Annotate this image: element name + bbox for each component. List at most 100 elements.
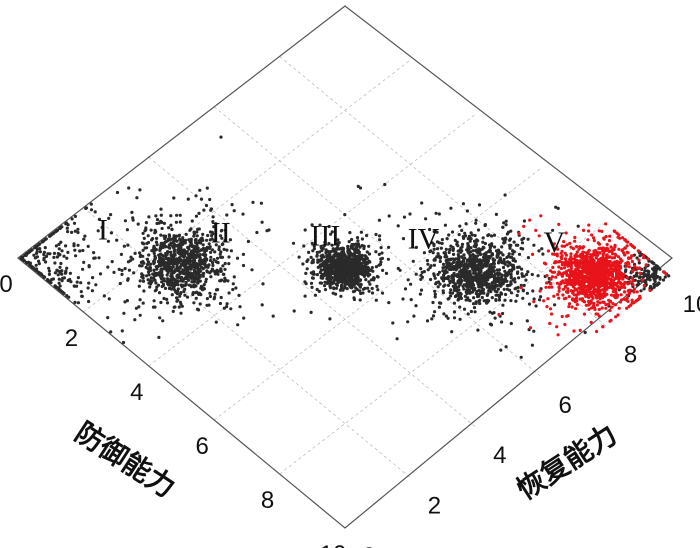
data-point [503, 193, 507, 197]
data-point [332, 287, 336, 291]
data-point [557, 289, 561, 293]
data-point [193, 259, 197, 263]
data-point [471, 249, 475, 253]
data-point [582, 299, 586, 303]
data-point [419, 273, 423, 277]
data-point [208, 294, 212, 299]
data-point [566, 290, 570, 294]
data-point [152, 244, 156, 248]
data-point [463, 256, 467, 260]
data-point [375, 274, 379, 279]
data-point [169, 223, 173, 227]
data-point [158, 248, 162, 252]
data-point [357, 255, 361, 259]
data-point [620, 275, 624, 279]
data-point [516, 289, 520, 293]
data-point [598, 282, 602, 286]
data-point [76, 243, 80, 247]
data-point [506, 264, 510, 268]
data-point [568, 241, 572, 245]
data-point [209, 275, 213, 279]
data-point [609, 318, 613, 322]
data-point [490, 244, 494, 248]
data-point [524, 278, 528, 282]
data-point [578, 265, 583, 269]
data-point [458, 280, 462, 284]
data-point [472, 296, 476, 300]
data-point [309, 281, 314, 285]
grid-line-recovery-6 [213, 106, 542, 378]
data-point [231, 287, 235, 292]
data-point [340, 277, 344, 281]
data-point [630, 259, 635, 264]
data-point [467, 234, 471, 238]
grid-line-defense-6 [213, 167, 542, 421]
data-point [566, 264, 570, 268]
data-point [588, 275, 592, 279]
data-point [526, 256, 531, 260]
data-point [42, 258, 46, 262]
data-point [336, 259, 340, 263]
data-point [625, 296, 629, 300]
data-point [246, 239, 250, 244]
data-point [334, 292, 338, 296]
data-point [359, 282, 363, 286]
data-point [50, 277, 54, 282]
data-point [365, 250, 369, 254]
data-point [633, 264, 637, 268]
data-point [168, 280, 172, 284]
data-point [483, 279, 487, 283]
data-point [578, 297, 582, 301]
data-point [496, 252, 500, 256]
data-point [652, 261, 656, 266]
data-point [458, 249, 463, 253]
data-point [515, 293, 519, 298]
data-point [565, 273, 569, 277]
data-point [632, 290, 636, 294]
data-point [528, 326, 533, 330]
data-point [241, 263, 246, 268]
data-point [510, 263, 514, 268]
data-point [211, 220, 215, 224]
data-point [79, 290, 83, 294]
data-point [590, 233, 594, 237]
data-point [488, 286, 492, 291]
data-point [443, 251, 447, 255]
data-point [542, 261, 547, 265]
data-point [82, 237, 86, 241]
data-point [466, 280, 470, 285]
data-point [610, 249, 614, 253]
data-point [593, 264, 597, 268]
data-point [607, 285, 611, 289]
data-point [212, 258, 216, 262]
data-point [569, 252, 573, 256]
data-point [194, 241, 198, 245]
data-point [474, 218, 478, 222]
data-point [112, 270, 116, 274]
data-point [319, 281, 324, 285]
data-point [214, 288, 219, 292]
data-point [490, 252, 494, 256]
data-point [578, 273, 582, 277]
right-tick-label: 8 [624, 341, 637, 368]
data-point [210, 234, 214, 238]
data-point [642, 283, 646, 288]
data-point [626, 256, 631, 260]
data-point [37, 271, 42, 275]
data-point [198, 188, 202, 192]
data-point [325, 277, 329, 281]
data-point [175, 213, 179, 217]
data-point [193, 277, 197, 281]
data-point [626, 282, 630, 286]
data-point [28, 250, 32, 254]
data-point [608, 308, 612, 312]
data-point [126, 278, 130, 282]
data-point [79, 281, 83, 285]
data-point [30, 248, 34, 252]
data-point [455, 274, 459, 278]
data-point [605, 292, 609, 296]
data-point [151, 305, 156, 309]
data-point [530, 272, 534, 277]
data-point [618, 264, 623, 268]
data-point [566, 287, 570, 291]
